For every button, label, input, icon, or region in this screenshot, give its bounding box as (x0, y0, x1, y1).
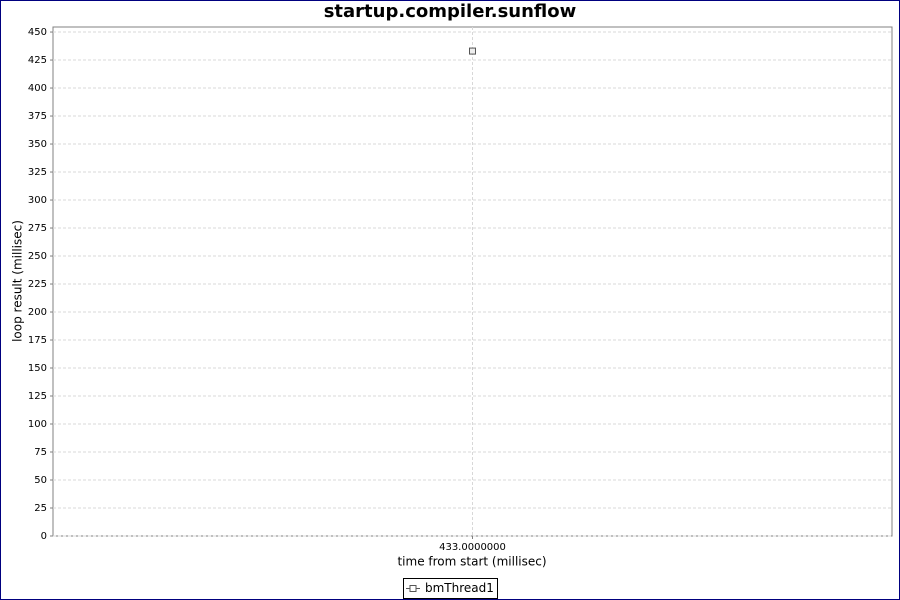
y-tick-label: 400 (28, 83, 47, 94)
y-tick-label: 150 (28, 363, 47, 374)
y-axis-label: loop result (millisec) (11, 220, 25, 342)
y-tick-label: 300 (28, 195, 47, 206)
x-axis-label: time from start (millisec) (397, 555, 546, 569)
y-tick-label: 250 (28, 251, 47, 262)
plot-area (52, 26, 893, 537)
y-tick-label: 50 (34, 475, 47, 486)
y-tick-label: 75 (34, 447, 47, 458)
y-tick-label: 175 (28, 335, 47, 346)
y-tick-label: 375 (28, 111, 47, 122)
legend: bmThread1 (403, 578, 498, 599)
y-tick-label: 350 (28, 139, 47, 150)
y-tick-label: 450 (28, 27, 47, 38)
legend-label: bmThread1 (425, 581, 494, 595)
chart-title: startup.compiler.sunflow (324, 1, 577, 22)
y-tick-label: 0 (41, 531, 47, 542)
y-tick-label: 275 (28, 223, 47, 234)
y-tick-label: 425 (28, 55, 47, 66)
y-tick-label: 25 (34, 503, 47, 514)
legend-marker (409, 585, 417, 592)
y-tick-label: 200 (28, 307, 47, 318)
y-tick-label: 225 (28, 279, 47, 290)
y-tick-label: 125 (28, 391, 47, 402)
legend-box (403, 578, 498, 599)
y-tick-label: 325 (28, 167, 47, 178)
y-tick-label: 100 (28, 419, 47, 430)
x-tick-label: 433.0000000 (439, 542, 506, 553)
data-point (469, 47, 476, 55)
